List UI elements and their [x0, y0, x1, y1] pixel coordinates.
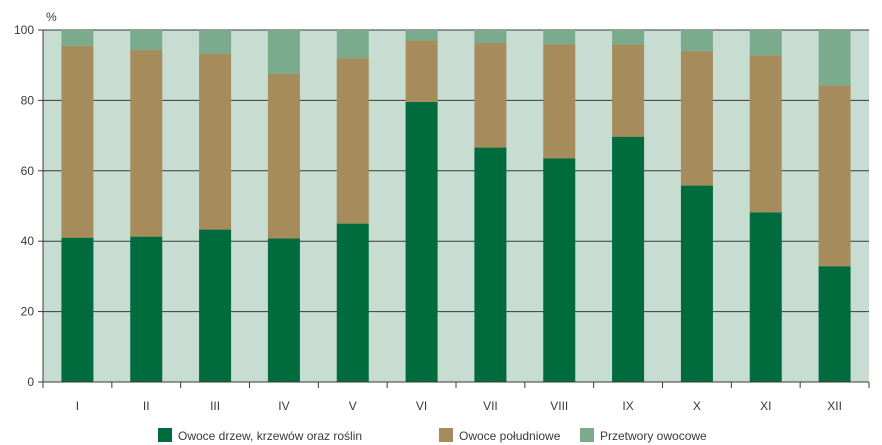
x-tick-label: II [143, 399, 150, 413]
x-tick-label: VIII [550, 399, 568, 413]
bar-segment [474, 43, 507, 148]
x-tick-label: XII [827, 399, 842, 413]
bar-segment [543, 158, 576, 382]
plot-background [43, 30, 869, 382]
bar-segment [199, 53, 232, 230]
bar-segment [680, 51, 713, 186]
bar-segment [61, 30, 94, 46]
y-tick-label: 20 [21, 305, 35, 319]
bar-segment [474, 30, 507, 44]
x-tick-label: VI [416, 399, 427, 413]
y-tick-label: 100 [14, 23, 34, 37]
x-tick-labels: I II III IV V VI VII VIII IX X XI XII [42, 382, 870, 413]
y-unit-label: % [46, 10, 57, 24]
x-tick-label: I [76, 399, 79, 413]
legend: Owoce drzew, krzewów oraz roślin Owoce po… [158, 428, 707, 443]
bar-segment [405, 101, 438, 383]
legend-label: Owoce drzew, krzewów oraz roślin [178, 429, 362, 443]
bar-segment [267, 73, 300, 239]
gridlines [43, 29, 869, 313]
bar-segment [61, 237, 94, 382]
x-tick-label: IV [278, 399, 289, 413]
bar-segment [612, 44, 645, 137]
bar-groups [61, 30, 851, 383]
bar-segment [267, 30, 300, 74]
bar-segment [405, 40, 438, 102]
bar-segment [543, 44, 576, 159]
bar-segment [130, 236, 163, 382]
bar-segment [680, 30, 713, 52]
bar-segment [199, 30, 232, 54]
bar-segment [267, 238, 300, 382]
legend-label: Przetwory owocowe [600, 429, 707, 443]
bar-segment [405, 30, 438, 41]
legend-swatch [439, 428, 453, 442]
bar-segment [818, 30, 851, 86]
x-tick-label: V [349, 399, 357, 413]
x-tick-label: IX [622, 399, 633, 413]
bar-segment [336, 30, 369, 59]
y-tick-label: 80 [21, 93, 35, 107]
bar-segment [749, 30, 782, 56]
bar-segment [199, 229, 232, 382]
y-tick-label: 0 [27, 375, 34, 389]
bar-segment [612, 136, 645, 382]
y-tick-labels: 0 20 40 60 80 100 [14, 23, 43, 389]
bar-segment [749, 55, 782, 213]
bar-segment [612, 30, 645, 45]
y-tick-label: 40 [21, 234, 35, 248]
bar-segment [818, 266, 851, 382]
y-tick-label: 60 [21, 164, 35, 178]
legend-label: Owoce południowe [459, 429, 561, 443]
legend-swatch [580, 428, 594, 442]
bar-segment [336, 58, 369, 224]
bar-segment [749, 212, 782, 382]
bar-segment [680, 185, 713, 382]
x-tick-label: XI [760, 399, 771, 413]
bar-segment [61, 45, 94, 238]
x-tick-label: X [693, 399, 701, 413]
bar-segment [130, 30, 163, 51]
bar-segment [130, 50, 163, 237]
x-tick-label: VII [483, 399, 498, 413]
x-tick-label: III [210, 399, 220, 413]
bar-segment [336, 223, 369, 382]
bar-segment [818, 85, 851, 267]
bar-segment [543, 30, 576, 45]
legend-swatch [158, 428, 172, 442]
bar-segment [474, 147, 507, 382]
